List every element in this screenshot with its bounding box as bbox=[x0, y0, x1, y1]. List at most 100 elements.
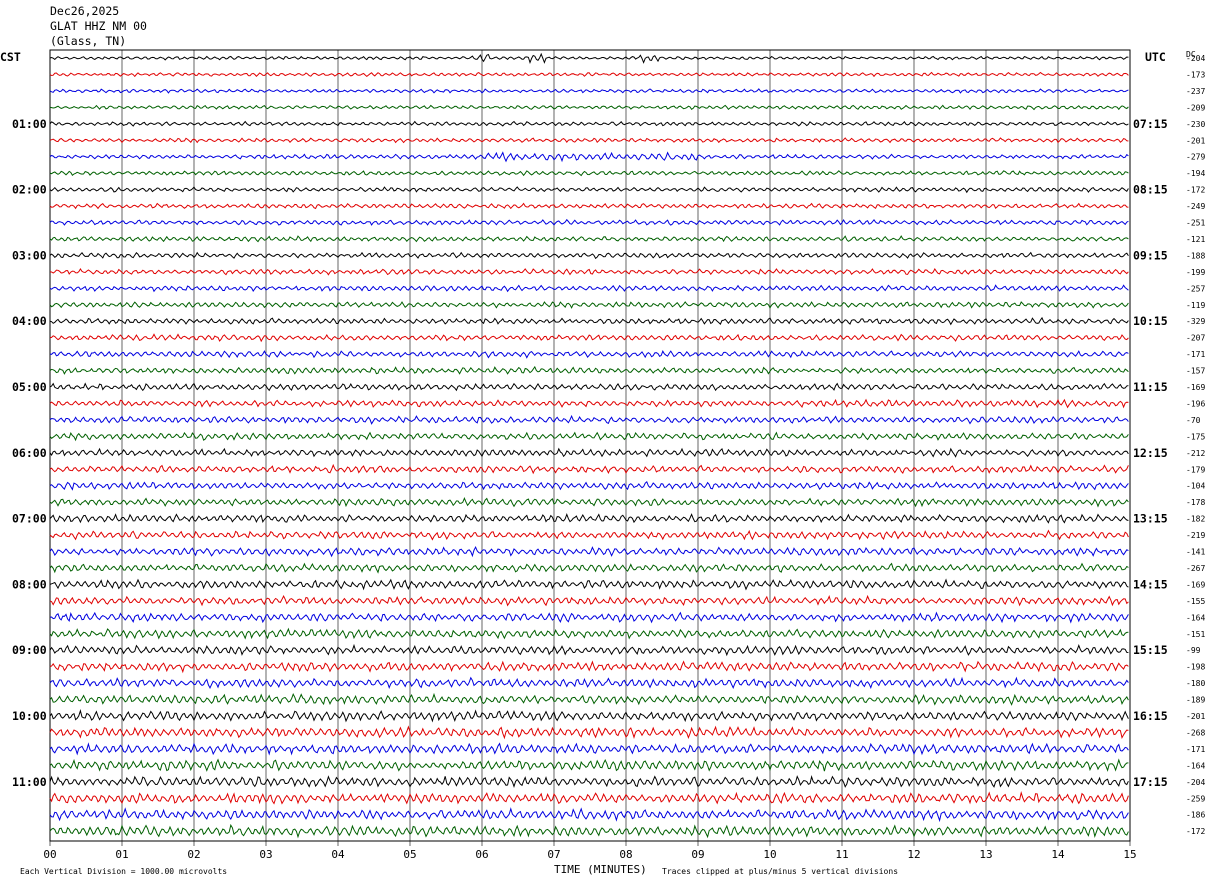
seismic-trace bbox=[49, 120, 1129, 127]
x-tick-label: 13 bbox=[979, 848, 992, 861]
seismic-trace bbox=[49, 758, 1129, 772]
dc-offset-label: -251 bbox=[1186, 219, 1205, 228]
left-hour-label: 04:00 bbox=[12, 314, 47, 328]
seismic-trace bbox=[49, 676, 1129, 690]
seismic-trace bbox=[49, 301, 1129, 309]
x-tick-label: 02 bbox=[187, 848, 200, 861]
seismic-trace bbox=[49, 431, 1129, 442]
seismic-trace bbox=[49, 350, 1129, 359]
seismic-trace bbox=[49, 414, 1129, 425]
x-tick-label: 12 bbox=[907, 848, 920, 861]
dc-offset-label: -169 bbox=[1186, 580, 1205, 589]
seismic-trace bbox=[49, 316, 1129, 326]
right-hour-label: 12:15 bbox=[1133, 446, 1168, 460]
dc-offset-label: -268 bbox=[1186, 728, 1205, 737]
dc-offset-label: -186 bbox=[1186, 811, 1205, 820]
dc-offset-label: -189 bbox=[1186, 696, 1205, 705]
x-tick-label: 15 bbox=[1123, 848, 1136, 861]
left-hour-label: 02:00 bbox=[12, 183, 47, 197]
dc-offset-label: -204 bbox=[1186, 54, 1205, 63]
dc-offset-label: -259 bbox=[1186, 794, 1205, 803]
seismic-trace bbox=[49, 104, 1129, 111]
seismic-trace bbox=[49, 660, 1129, 674]
dc-offset-label: -164 bbox=[1186, 761, 1205, 770]
dc-offset-label: -178 bbox=[1186, 498, 1205, 507]
dc-offset-label: -237 bbox=[1186, 87, 1205, 96]
seismic-trace bbox=[49, 202, 1129, 210]
dc-offset-label: -171 bbox=[1186, 350, 1205, 359]
seismic-trace bbox=[49, 88, 1129, 94]
x-tick-label: 03 bbox=[259, 848, 272, 861]
x-tick-label: 05 bbox=[403, 848, 416, 861]
seismic-trace bbox=[49, 823, 1129, 839]
seismic-trace bbox=[49, 562, 1129, 574]
left-hour-label: 09:00 bbox=[12, 643, 47, 657]
dc-offset-label: -104 bbox=[1186, 482, 1205, 491]
dc-offset-label: -180 bbox=[1186, 679, 1205, 688]
x-tick-label: 14 bbox=[1051, 848, 1065, 861]
seismic-trace bbox=[49, 742, 1129, 756]
seismic-trace bbox=[49, 774, 1129, 788]
seismic-trace bbox=[49, 365, 1129, 375]
dc-offset-label: -141 bbox=[1186, 548, 1205, 557]
dc-offset-label: -199 bbox=[1186, 268, 1205, 277]
x-axis-title: TIME (MINUTES) bbox=[554, 863, 647, 876]
seismic-trace bbox=[49, 725, 1129, 740]
dc-offset-label: -204 bbox=[1186, 778, 1205, 787]
seismic-trace bbox=[49, 398, 1129, 409]
x-tick-label: 01 bbox=[115, 848, 128, 861]
dc-offset-label: -230 bbox=[1186, 120, 1205, 129]
seismic-trace bbox=[49, 594, 1129, 607]
seismic-trace bbox=[49, 170, 1129, 177]
dc-label: DC bbox=[1186, 50, 1196, 59]
seismic-trace bbox=[49, 807, 1129, 823]
dc-offset-label: -188 bbox=[1186, 251, 1205, 260]
dc-offset-label: -99 bbox=[1186, 646, 1201, 655]
dc-offset-label: -201 bbox=[1186, 712, 1205, 721]
left-hour-label: 01:00 bbox=[12, 117, 47, 131]
dc-offset-label: -164 bbox=[1186, 613, 1205, 622]
dc-offset-label: -171 bbox=[1186, 745, 1205, 754]
right-hour-label: 10:15 bbox=[1133, 314, 1168, 328]
right-hour-label: 13:15 bbox=[1133, 512, 1168, 526]
seismic-trace bbox=[49, 268, 1129, 276]
left-hour-label: 11:00 bbox=[12, 775, 47, 789]
x-tick-label: 00 bbox=[43, 848, 56, 861]
seismic-trace bbox=[49, 627, 1129, 640]
dc-offset-label: -329 bbox=[1186, 317, 1205, 326]
clip-note: Traces clipped at plus/minus 5 vertical … bbox=[662, 867, 899, 876]
dc-offset-label: -182 bbox=[1186, 515, 1205, 524]
seismic-trace bbox=[49, 333, 1129, 343]
dc-offset-label: -212 bbox=[1186, 449, 1205, 458]
seismic-trace bbox=[49, 251, 1129, 260]
dc-offset-label: -219 bbox=[1186, 531, 1205, 540]
plot-grid bbox=[49, 49, 1131, 846]
seismic-trace bbox=[49, 463, 1129, 475]
right-hour-label: 09:15 bbox=[1133, 248, 1168, 262]
dc-offset-label: -151 bbox=[1186, 630, 1205, 639]
right-hour-label: 07:15 bbox=[1133, 117, 1168, 131]
dc-offset-label: -249 bbox=[1186, 202, 1205, 211]
dc-offset-label: -194 bbox=[1186, 169, 1205, 178]
left-hour-label: 05:00 bbox=[12, 380, 47, 394]
seismic-trace bbox=[49, 791, 1129, 805]
dc-offset-label: -157 bbox=[1186, 367, 1205, 376]
left-hour-label: 03:00 bbox=[12, 248, 47, 262]
seismic-trace bbox=[49, 71, 1129, 78]
dc-offset-label: -155 bbox=[1186, 597, 1205, 606]
x-tick-label: 06 bbox=[475, 848, 488, 861]
right-hour-label: 17:15 bbox=[1133, 775, 1168, 789]
dc-offset-label: -209 bbox=[1186, 103, 1205, 112]
left-hour-label: 08:00 bbox=[12, 577, 47, 591]
dc-offset-label: -201 bbox=[1186, 136, 1205, 145]
x-tick-label: 11 bbox=[835, 848, 848, 861]
right-hour-label: 15:15 bbox=[1133, 643, 1168, 657]
axis-labels: 00 01 02 03 04 05 06 07 08 09 10 11 12 13 14 15 -204 -173… bbox=[12, 54, 1205, 861]
seismic-trace bbox=[49, 218, 1129, 226]
dc-offset-label: -196 bbox=[1186, 399, 1205, 408]
trace-group bbox=[49, 52, 1129, 839]
seismic-trace bbox=[49, 52, 1129, 65]
header-station: GLAT HHZ NM 00 bbox=[50, 19, 147, 33]
dc-offset-label: -70 bbox=[1186, 416, 1201, 425]
dc-offset-label: -119 bbox=[1186, 301, 1205, 310]
